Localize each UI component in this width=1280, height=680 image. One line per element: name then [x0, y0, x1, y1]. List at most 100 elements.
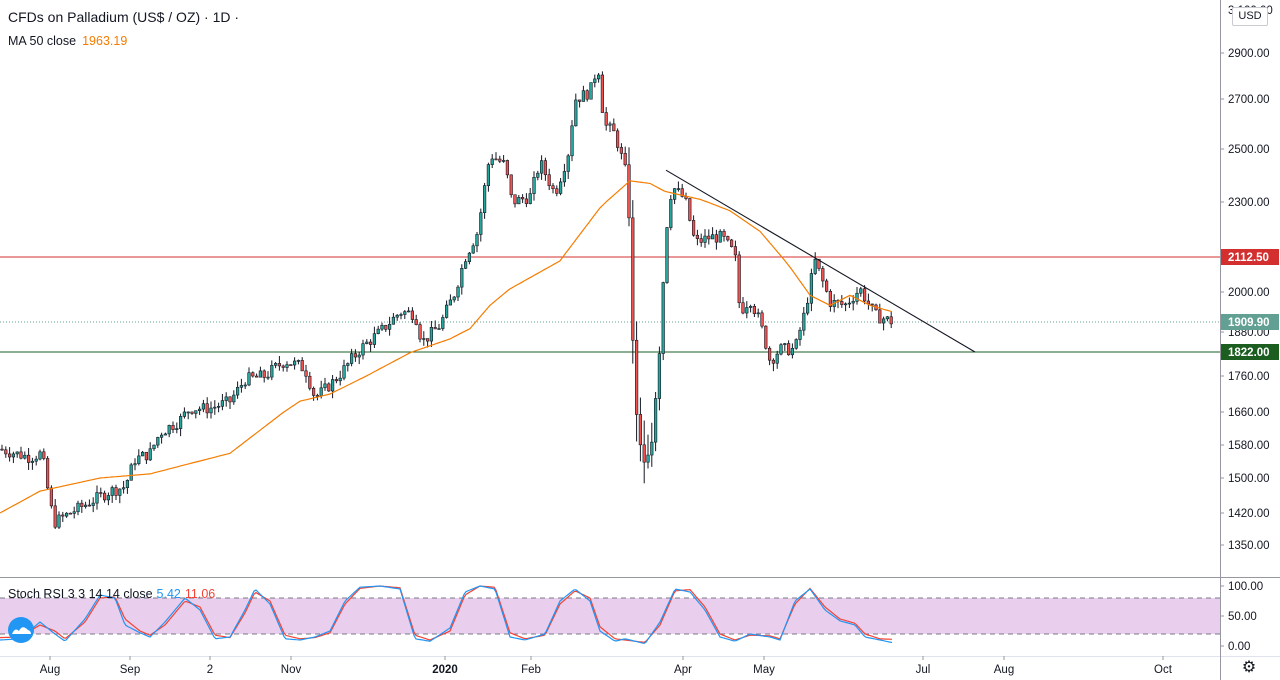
candle	[418, 322, 422, 343]
candle-body-down	[87, 504, 91, 507]
candle	[798, 327, 802, 346]
candle	[444, 300, 449, 319]
candle-body-up	[805, 302, 810, 314]
candle-body-up	[444, 304, 449, 318]
candle	[190, 411, 194, 415]
candle-body-down	[0, 448, 4, 451]
currency-button[interactable]: USD	[1232, 7, 1268, 26]
candle	[281, 364, 285, 372]
candle	[517, 195, 521, 205]
candle	[403, 309, 407, 320]
candle	[270, 360, 274, 381]
candle-body-up	[851, 301, 855, 304]
candle-body-up	[471, 245, 475, 254]
candle	[862, 285, 867, 305]
candle	[30, 457, 35, 470]
candle	[201, 399, 206, 413]
candle-body-down	[824, 280, 829, 292]
candle	[619, 143, 623, 160]
candle-body-down	[764, 325, 768, 349]
candle-body-up	[456, 286, 460, 298]
candle	[414, 314, 418, 326]
candle-body-up	[122, 487, 126, 490]
candle-body-up	[247, 372, 251, 386]
candle-body-up	[661, 282, 665, 354]
candle	[505, 159, 510, 179]
candle	[99, 487, 103, 498]
candle-body-down	[817, 258, 821, 269]
candle-body-down	[733, 246, 737, 256]
candle	[885, 316, 889, 322]
candle-body-up	[517, 197, 521, 205]
candle-body-up	[798, 329, 802, 340]
candle	[194, 410, 198, 419]
tradingview-logo-icon[interactable]	[4, 616, 38, 644]
candle	[539, 155, 544, 180]
candle-body-down	[688, 198, 692, 221]
candle-body-down	[315, 395, 320, 397]
candle	[186, 411, 190, 420]
candle-body-up	[186, 411, 190, 414]
candle	[555, 185, 559, 197]
time-tick-label: 2	[207, 664, 213, 676]
candle-body-up	[657, 353, 661, 399]
candle	[661, 281, 665, 361]
candle	[273, 361, 278, 369]
price-tick-label: 2700.00	[1228, 94, 1270, 106]
candle	[805, 297, 810, 316]
candle-body-up	[194, 410, 198, 414]
settings-gear-icon[interactable]: ⚙	[1241, 659, 1257, 676]
candle	[72, 506, 76, 519]
candle	[566, 153, 570, 179]
candle	[596, 73, 601, 83]
stoch-legend[interactable]: Stoch RSI 3 3 14 14 close 5.42 11.06	[8, 587, 215, 601]
candle	[475, 232, 479, 253]
candle	[422, 331, 426, 346]
candle-body-up	[843, 303, 848, 306]
candle	[300, 357, 304, 372]
candle-body-down	[631, 217, 635, 341]
candle	[217, 402, 221, 413]
candle	[695, 229, 699, 246]
candle-body-up	[133, 463, 137, 466]
candle	[304, 364, 308, 383]
candle-body-down	[737, 254, 741, 304]
candle	[334, 376, 339, 384]
candle	[175, 422, 179, 434]
candle-body-up	[110, 487, 114, 496]
candle	[448, 294, 453, 306]
candle-body-down	[53, 505, 57, 528]
stoch-tick-label: 50.00	[1228, 611, 1257, 623]
candle-body-down	[281, 365, 285, 368]
candle-body-down	[498, 158, 502, 162]
candle-body-down	[638, 414, 642, 446]
candle-body-up	[361, 343, 365, 356]
candle-body-down	[327, 383, 331, 392]
candle	[840, 295, 844, 308]
candle-body-up	[779, 344, 783, 355]
price-tick-label: 2500.00	[1228, 144, 1270, 156]
candle	[399, 312, 403, 320]
candle	[501, 155, 506, 163]
candle-body-down	[49, 487, 53, 507]
candle	[486, 162, 491, 192]
candle	[452, 296, 456, 303]
candle	[562, 163, 566, 187]
candle-body-down	[311, 387, 316, 396]
candle-body-up	[346, 363, 350, 366]
symbol-title[interactable]: CFDs on Palladium (US$ / OZ) · 1D ·	[8, 9, 240, 25]
stoch-tick-label: 0.00	[1228, 641, 1250, 653]
last-price-badge-label: 1909.90	[1228, 317, 1270, 329]
candle	[790, 343, 794, 359]
candle-body-down	[555, 188, 559, 194]
ma-legend[interactable]: MA 50 close 1963.19	[8, 34, 127, 48]
candle-body-up	[676, 188, 680, 190]
candle-body-up	[213, 406, 217, 409]
candle	[228, 396, 232, 409]
candle-body-down	[190, 411, 194, 414]
candle	[608, 121, 612, 133]
candle-body-up	[885, 316, 889, 320]
price-pane	[0, 71, 1220, 530]
candle	[543, 157, 547, 181]
